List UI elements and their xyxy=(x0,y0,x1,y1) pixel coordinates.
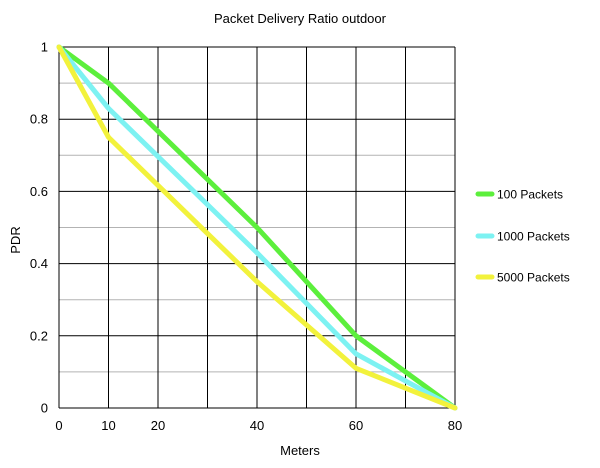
chart-title: Packet Delivery Ratio outdoor xyxy=(214,11,387,26)
y-tick-label: 0.4 xyxy=(30,256,48,271)
legend: 100 Packets 1000 Packets 5000 Packets xyxy=(478,188,570,285)
x-tick-label: 20 xyxy=(151,418,165,433)
y-tick-label: 0 xyxy=(41,401,48,416)
x-tick-label: 40 xyxy=(250,418,264,433)
y-tick-label: 0.2 xyxy=(30,328,48,343)
x-tick-label: 0 xyxy=(55,418,62,433)
y-tick-label: 1 xyxy=(41,40,48,55)
y-tick-label: 0.8 xyxy=(30,112,48,127)
x-tick-label: 80 xyxy=(448,418,462,433)
x-axis-label: Meters xyxy=(280,443,320,458)
y-axis-label: PDR xyxy=(8,226,23,253)
x-tick-label: 60 xyxy=(349,418,363,433)
y-tick-label: 0.6 xyxy=(30,184,48,199)
legend-label: 100 Packets xyxy=(497,188,563,202)
legend-label: 1000 Packets xyxy=(497,230,570,244)
legend-label: 5000 Packets xyxy=(497,271,570,285)
x-tick-label: 10 xyxy=(101,418,115,433)
